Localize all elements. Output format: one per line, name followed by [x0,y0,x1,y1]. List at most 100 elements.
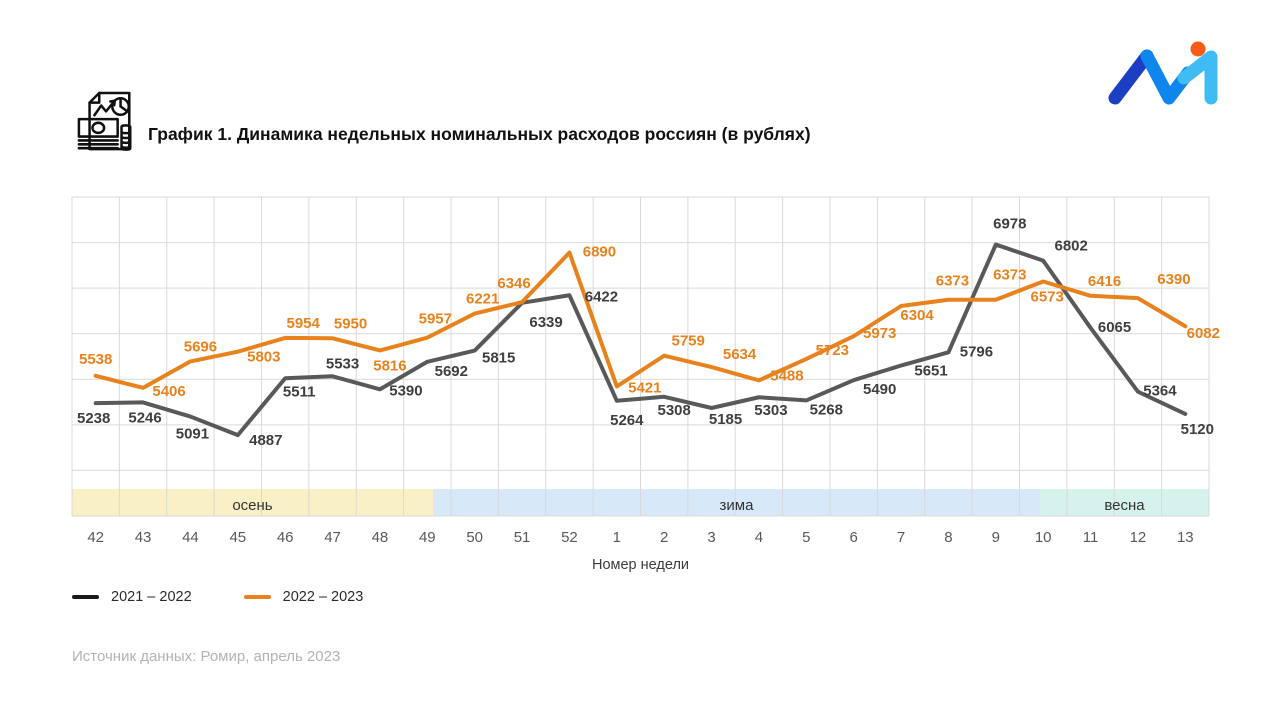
x-tick-label: 7 [897,529,905,546]
x-tick-label: 8 [944,529,952,546]
data-label: 6339 [529,314,562,331]
x-tick-label: 13 [1177,529,1194,546]
data-label: 5533 [326,355,359,372]
data-label: 6422 [585,288,618,305]
data-label: 6373 [993,267,1026,284]
data-label: 6082 [1187,325,1220,342]
data-label: 5185 [709,411,742,428]
season-band-весна [1040,489,1209,516]
banknote-stack-lines [77,139,119,150]
x-tick-label: 10 [1035,529,1052,546]
data-label: 5957 [419,311,452,328]
x-tick-label: 48 [372,529,389,546]
data-label: 5696 [184,338,217,355]
data-label: 5973 [863,325,896,342]
legend-label: 2022 – 2023 [282,589,364,605]
data-label: 5364 [1143,383,1177,400]
x-tick-label: 50 [466,529,483,546]
data-label: 4887 [249,432,282,449]
banknote-oval [91,121,106,135]
data-label: 5246 [128,409,161,426]
data-label: 6304 [900,307,934,324]
x-tick-label: 47 [324,529,341,546]
data-label: 5815 [482,350,515,367]
data-label: 5954 [287,315,321,332]
data-label: 6390 [1157,271,1190,288]
data-label: 5406 [152,383,185,400]
legend-swatch-orange [243,595,271,599]
x-tick-label: 3 [707,529,715,546]
data-label: 5120 [1181,421,1214,438]
x-tick-label: 4 [755,529,763,546]
data-label: 6373 [936,273,969,290]
data-label: 5308 [658,402,691,419]
data-label: 5759 [672,333,705,350]
data-label: 5950 [334,315,367,332]
data-label: 5264 [610,412,644,429]
x-tick-label: 2 [660,529,668,546]
season-band-осень [72,489,433,516]
season-band-зима [432,489,1041,516]
x-tick-label: 12 [1130,529,1147,546]
data-label: 5511 [283,383,316,400]
data-label: 6573 [1031,288,1064,305]
data-label: 6346 [497,275,530,292]
data-label: 5803 [247,349,280,366]
data-label: 5488 [770,367,803,384]
data-label: 6065 [1098,319,1131,336]
x-tick-label: 6 [850,529,858,546]
x-tick-label: 51 [514,529,531,546]
data-label: 5723 [816,342,849,359]
x-tick-label: 11 [1083,529,1099,546]
x-tick-label: 45 [229,529,246,546]
folded-corner [88,91,101,104]
x-tick-label: 46 [277,529,294,546]
chart-legend: 2021 – 2022 2022 – 2023 [72,589,363,605]
x-axis-title: Номер недели [591,557,690,573]
logo-stroke-dark [1108,49,1154,105]
data-label: 6978 [993,216,1026,233]
data-label: 5268 [810,401,843,418]
source-note: Источник данных: Ромир, апрель 2023 [72,648,341,665]
x-tick-label: 52 [561,529,578,546]
data-label: 5421 [628,379,661,396]
data-label: 5390 [389,382,422,399]
x-tick-label: 9 [992,529,1000,546]
data-label: 5816 [373,357,406,374]
legend-swatch-gray [72,595,99,599]
data-label: 5091 [176,426,209,443]
data-label: 6416 [1088,273,1121,290]
legend-item-2021-2022: 2021 – 2022 [72,589,192,605]
data-label: 5490 [863,381,896,398]
coin-stack [120,124,132,151]
x-tick-label: 43 [135,529,152,546]
pie-slices [119,97,129,113]
data-label: 6802 [1055,238,1088,255]
series-line-2021-2022 [93,242,1188,438]
banknote [77,117,119,138]
season-label-осень: осень [232,497,272,514]
x-tick-label: 44 [182,529,199,546]
brand-m-logo [1108,41,1218,105]
zigzag-line [93,99,117,117]
money-chart-icon [77,91,132,151]
page-title: График 1. Динамика недельных номинальных… [148,124,811,144]
data-label: 5651 [914,363,947,380]
logo-stroke-light [1177,50,1218,105]
legend-item-2022-2023: 2022 – 2023 [243,589,364,605]
logo-orange-dot [1190,41,1206,57]
data-label: 6890 [583,244,616,261]
data-label: 5238 [77,410,110,427]
data-label: 5303 [754,402,787,419]
series-line-2022-2023 [93,250,1188,390]
season-label-зима: зима [720,497,755,514]
data-label: 5692 [435,363,468,380]
data-label: 5538 [79,351,112,368]
data-label: 6221 [466,291,499,308]
data-label: 5796 [960,343,993,360]
season-label-весна: весна [1104,497,1145,514]
x-tick-label: 5 [802,529,810,546]
x-tick-label: 42 [87,529,104,546]
